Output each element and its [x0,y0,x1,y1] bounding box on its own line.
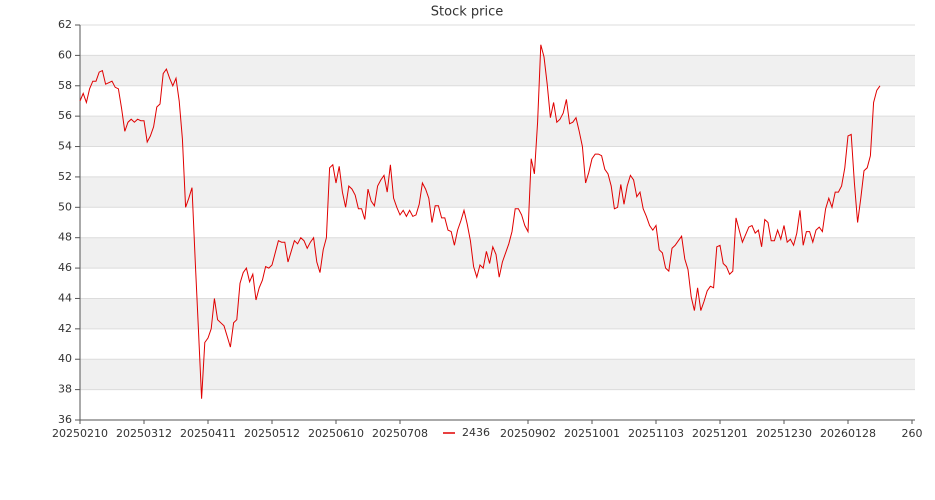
x-tick-label: 20250411 [180,427,236,440]
y-tick-label: 52 [58,170,72,183]
grid-band [80,116,915,147]
y-tick-label: 62 [58,18,72,31]
legend-bg [439,425,495,441]
y-tick-label: 40 [58,352,72,365]
series-line [79,44,881,399]
x-tick-label: 20260128 [820,427,876,440]
x-tick-label: 20251230 [756,427,812,440]
y-tick-label: 58 [58,79,72,92]
y-tick-label: 38 [58,383,72,396]
grid-band [80,55,915,86]
grid-band [80,176,915,208]
y-tick-label: 56 [58,109,72,122]
legend-label: 2436 [462,426,490,439]
x-tick-label: 20250610 [308,427,364,440]
y-tick-label: 60 [58,48,72,61]
grid-band [80,298,915,329]
x-tick-label: 20250512 [244,427,300,440]
y-tick-label: 50 [58,200,72,213]
x-tick-label: 20250210 [52,427,108,440]
x-tick-label: 20251201 [692,427,748,440]
chart-title: Stock price [431,5,503,20]
y-tick-label: 46 [58,261,72,274]
x-tick-label: 20250902 [500,427,556,440]
x-tick-label: 260 [902,427,923,440]
y-tick-label: 36 [58,413,72,426]
x-tick-label: 20250708 [372,427,428,440]
y-tick-label: 54 [58,140,72,153]
x-tick-label: 20251103 [628,427,684,440]
y-tick-label: 44 [58,291,72,304]
y-tick-label: 48 [58,231,72,244]
x-tick-label: 20251001 [564,427,620,440]
y-tick-label: 42 [58,322,72,335]
grid-band [80,359,915,390]
x-tick-label: 20250312 [116,427,172,440]
